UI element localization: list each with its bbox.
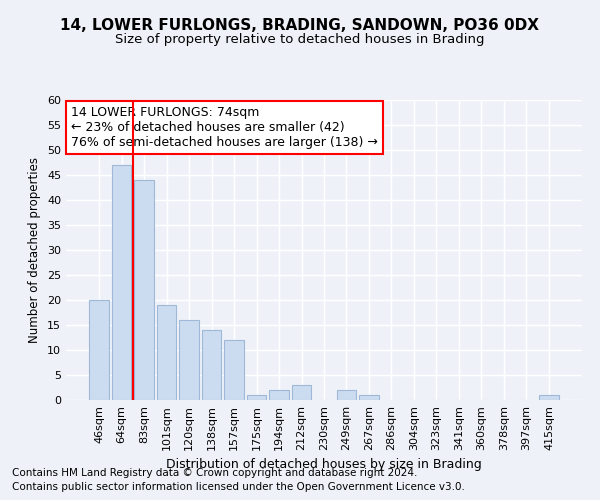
- Text: 14, LOWER FURLONGS, BRADING, SANDOWN, PO36 0DX: 14, LOWER FURLONGS, BRADING, SANDOWN, PO…: [61, 18, 539, 32]
- Bar: [359, 395, 379, 400]
- Bar: [292, 385, 311, 400]
- Bar: [224, 340, 244, 400]
- Bar: [337, 390, 356, 400]
- Bar: [89, 300, 109, 400]
- Bar: [202, 330, 221, 400]
- Bar: [112, 165, 131, 400]
- Bar: [157, 305, 176, 400]
- Text: Size of property relative to detached houses in Brading: Size of property relative to detached ho…: [115, 32, 485, 46]
- Bar: [179, 320, 199, 400]
- Text: Contains HM Land Registry data © Crown copyright and database right 2024.: Contains HM Land Registry data © Crown c…: [12, 468, 418, 477]
- Bar: [539, 395, 559, 400]
- Text: Contains public sector information licensed under the Open Government Licence v3: Contains public sector information licen…: [12, 482, 465, 492]
- Bar: [269, 390, 289, 400]
- Bar: [247, 395, 266, 400]
- X-axis label: Distribution of detached houses by size in Brading: Distribution of detached houses by size …: [166, 458, 482, 471]
- Y-axis label: Number of detached properties: Number of detached properties: [28, 157, 41, 343]
- Bar: [134, 180, 154, 400]
- Text: 14 LOWER FURLONGS: 74sqm
← 23% of detached houses are smaller (42)
76% of semi-d: 14 LOWER FURLONGS: 74sqm ← 23% of detach…: [71, 106, 378, 149]
